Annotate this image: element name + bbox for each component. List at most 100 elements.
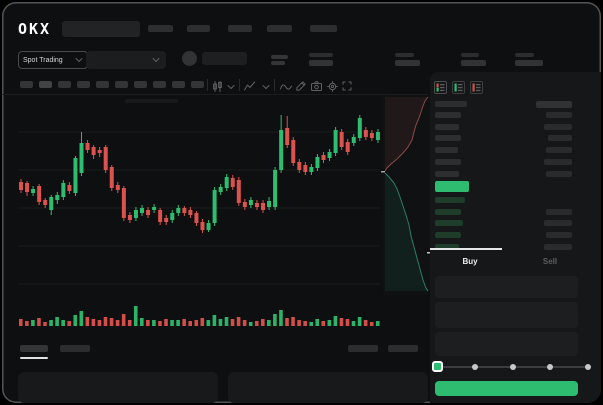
nav-item-placeholder[interactable] (148, 25, 173, 32)
slider-tick[interactable] (509, 364, 516, 370)
tab-sell[interactable]: Sell (542, 257, 558, 266)
price-bar (435, 232, 461, 239)
price-bar (435, 208, 461, 215)
stat-label-placeholder (395, 53, 414, 57)
book-both-sides-icon[interactable] (434, 81, 447, 94)
nav-item-placeholder[interactable] (228, 25, 252, 32)
toolbar-divider (207, 79, 208, 91)
nav-item-placeholder[interactable] (187, 25, 210, 32)
stat-placeholder (271, 55, 288, 59)
slider-tick[interactable] (585, 364, 591, 370)
orders-panel-placeholder[interactable] (18, 372, 218, 403)
tab-buy[interactable]: Buy (462, 257, 478, 266)
pencil-icon[interactable] (296, 81, 306, 91)
last-price-highlight[interactable] (435, 181, 469, 192)
amount-bar (548, 135, 572, 142)
settings-icon[interactable] (327, 81, 338, 92)
stat-label-placeholder (515, 53, 534, 57)
timeframe-button[interactable] (39, 81, 52, 88)
bottom-tab-placeholder[interactable] (60, 345, 90, 352)
amount-bar (544, 220, 572, 227)
search-input[interactable] (62, 21, 140, 37)
orderbook-row[interactable] (435, 158, 572, 166)
orderbook-row[interactable] (435, 232, 572, 239)
timeframe-button[interactable] (134, 81, 147, 88)
amount-slider[interactable] (430, 358, 601, 376)
depth-chart[interactable] (381, 95, 432, 296)
orderbook-row[interactable] (435, 170, 572, 178)
price-bar (435, 112, 461, 118)
amount-input[interactable] (435, 302, 578, 328)
positions-panel-placeholder[interactable] (228, 372, 428, 403)
chevron-down-icon (75, 58, 83, 62)
timeframe-toolbar (20, 81, 204, 89)
timeframe-button[interactable] (96, 81, 109, 88)
timeframe-button[interactable] (77, 81, 90, 88)
bottom-tab-placeholder[interactable] (388, 345, 418, 352)
stat-value-placeholder (309, 60, 333, 66)
toolbar-divider (274, 79, 275, 91)
slider-handle[interactable] (431, 361, 443, 372)
buy-tab-indicator (430, 248, 502, 250)
slider-tick[interactable] (471, 364, 478, 370)
amount-column-header-placeholder (536, 101, 572, 108)
market-type-dropdown[interactable]: Spot Trading (18, 51, 88, 69)
amount-bar (544, 243, 572, 250)
amount-bar (546, 208, 572, 215)
orderbook-row[interactable] (435, 208, 572, 216)
stat-label-placeholder (461, 53, 479, 57)
amount-bar (546, 112, 572, 118)
camera-icon[interactable] (311, 81, 322, 91)
indicator-icon[interactable] (244, 81, 255, 92)
price-bar (435, 147, 458, 154)
stat-value-placeholder (395, 60, 420, 66)
price-bar (435, 220, 463, 227)
nav-item-placeholder[interactable] (267, 25, 292, 32)
orderbook-trade-panel: Buy Sell (430, 72, 601, 403)
slider-tick[interactable] (547, 364, 554, 370)
toolbar-divider (239, 79, 240, 91)
ohlc-legend-placeholder (125, 99, 178, 103)
coin-icon (182, 51, 197, 66)
orderbook-row[interactable] (435, 243, 572, 251)
candlestick-chart[interactable] (18, 96, 380, 330)
buy-button[interactable] (435, 381, 578, 396)
timeframe-button[interactable] (153, 81, 166, 88)
stat-value-placeholder (515, 60, 543, 66)
orderbook-row[interactable] (435, 147, 572, 154)
line-tool-icon[interactable] (280, 83, 292, 91)
price-bar (435, 135, 461, 142)
toolbar-divider-line (2, 94, 428, 95)
amount-bar (546, 147, 572, 154)
pair-selector-dropdown[interactable] (86, 51, 166, 69)
stat-label-placeholder (309, 53, 333, 57)
bottom-tab-placeholder[interactable] (348, 345, 378, 352)
book-bids-only-icon[interactable] (452, 81, 465, 94)
amount-bar (544, 158, 572, 165)
chevron-down-icon[interactable] (227, 84, 235, 90)
bottom-tab-active-placeholder[interactable] (20, 345, 48, 352)
timeframe-button[interactable] (58, 81, 71, 88)
chevron-down-icon[interactable] (262, 84, 270, 90)
nav-item-placeholder[interactable] (310, 25, 337, 32)
fullscreen-icon[interactable] (342, 81, 352, 91)
price-input[interactable] (435, 276, 578, 298)
timeframe-button[interactable] (115, 81, 128, 88)
candles-icon[interactable] (212, 81, 223, 92)
orderbook-row[interactable] (435, 135, 572, 142)
orderbook-row[interactable] (435, 197, 572, 204)
orderbook-row[interactable] (435, 123, 572, 131)
price-bar (435, 243, 459, 250)
timeframe-button[interactable] (20, 81, 33, 88)
orderbook-row[interactable] (435, 112, 572, 119)
amount-bar (546, 170, 572, 177)
price-bar (435, 158, 461, 165)
total-input[interactable] (435, 332, 578, 356)
chevron-down-icon (152, 58, 160, 62)
book-asks-only-icon[interactable] (470, 81, 483, 94)
price-bar (435, 170, 459, 177)
timeframe-button[interactable] (191, 81, 204, 88)
orderbook-row[interactable] (435, 220, 572, 227)
timeframe-button[interactable] (172, 81, 185, 88)
